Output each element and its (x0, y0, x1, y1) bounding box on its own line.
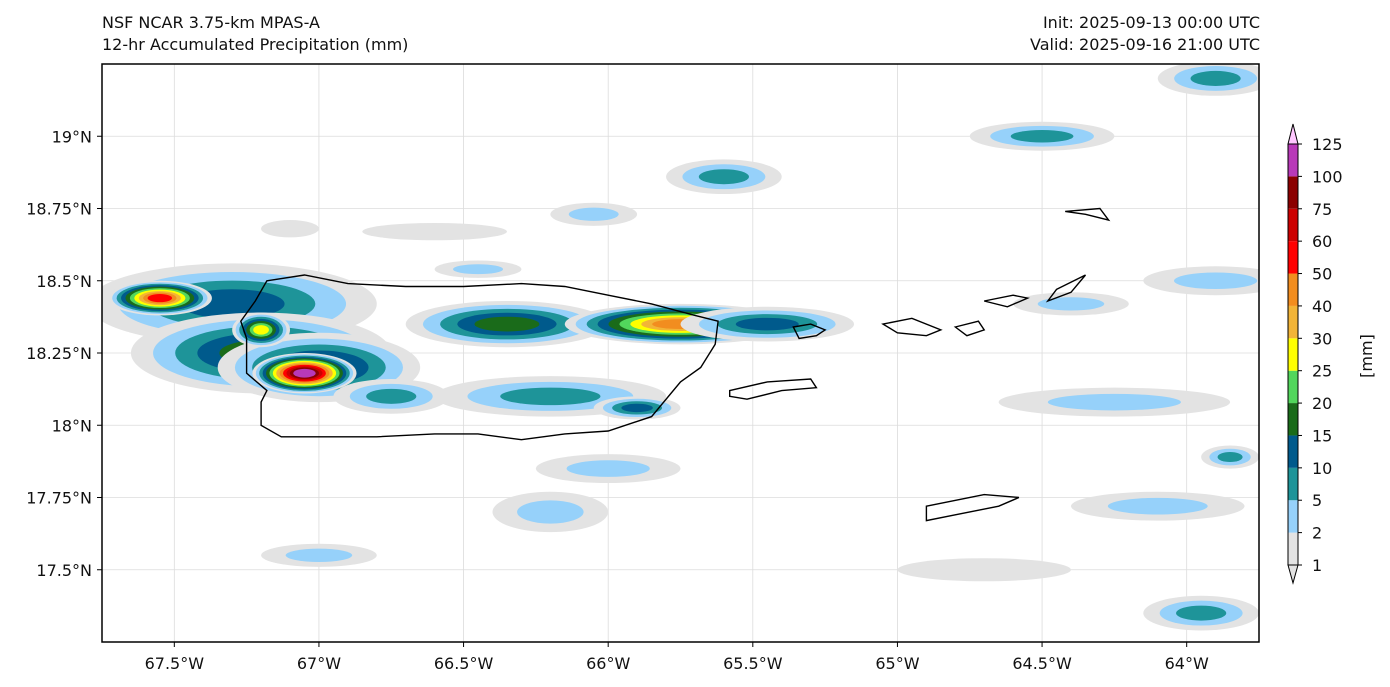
coastline-st-thomas (881, 317, 943, 337)
colorbar-level-label: 40 (1312, 297, 1332, 316)
precip-contour (474, 316, 540, 332)
lat-tick-label: 18°N (52, 416, 92, 435)
precip-contour (621, 403, 653, 413)
colorbar-segment (1288, 532, 1298, 565)
valid-time: Valid: 2025-09-16 21:00 UTC (1029, 35, 1260, 54)
precip-contour (500, 387, 601, 406)
lat-tick-label: 18.25°N (26, 344, 92, 363)
lon-tick-label: 66.5°W (434, 654, 494, 673)
lon-tick-label: 65.5°W (723, 654, 783, 673)
precip-contour (1217, 452, 1243, 463)
precip-contour (698, 169, 749, 185)
coastline-tortola (984, 294, 1030, 308)
colorbar-level-label: 10 (1312, 459, 1332, 478)
coastline-st-croix (925, 493, 1020, 522)
precip-contour (1037, 297, 1105, 311)
colorbar-segment (1288, 467, 1298, 501)
longitude-axis: 67.5°W 67°W 66.5°W 66°W 65.5°W 65°W 64.5°W 64°W (145, 642, 1209, 673)
latitude-axis: 19°N 18.75°N 18.5°N 18.25°N 18°N 17.75°N 17.5°… (26, 127, 102, 580)
coastline-vieques (729, 378, 818, 400)
lon-tick-label: 64°W (1165, 654, 1209, 673)
colorbar-segment (1288, 338, 1298, 371)
colorbar-segment (1288, 273, 1298, 306)
lat-tick-label: 18.75°N (26, 200, 92, 219)
colorbar-segment (1288, 370, 1298, 404)
coastline-anegada (1065, 207, 1111, 222)
lon-tick-label: 66°W (586, 654, 630, 673)
precip-contour (1174, 272, 1258, 290)
colorbar-level-label: 1 (1312, 556, 1322, 575)
colorbar-segment (1288, 500, 1298, 533)
colorbar-level-label: 2 (1312, 524, 1322, 543)
colorbar-level-label: 50 (1312, 265, 1332, 284)
precip-contour (1190, 70, 1241, 86)
lon-tick-label: 67°W (297, 654, 341, 673)
coastline-culebra (792, 323, 827, 340)
lat-tick-label: 18.5°N (36, 272, 92, 291)
colorbar-level-label: 5 (1312, 491, 1322, 510)
colorbar-segment (1288, 208, 1298, 242)
coastlines (240, 207, 1111, 522)
precip-contour (285, 548, 353, 562)
map-header-left: NSF NCAR 3.75-km MPAS-A 12-hr Accumulate… (102, 12, 408, 56)
colorbar-level-label: 25 (1312, 362, 1332, 381)
lat-tick-label: 19°N (52, 127, 92, 146)
colorbar-segment (1288, 403, 1298, 436)
init-time: Init: 2025-09-13 00:00 UTC (1042, 13, 1260, 32)
precip-contour (897, 558, 1071, 582)
colorbar-segment (1288, 144, 1298, 177)
coastline-st-john (953, 320, 986, 337)
colorbar-level-label: 20 (1312, 394, 1332, 413)
colorbar-level-label: 15 (1312, 426, 1332, 445)
colorbar-frame (1287, 143, 1299, 566)
precipitation-field (102, 64, 1259, 631)
colorbar-level-label: 125 (1312, 135, 1343, 154)
precip-contour (1107, 497, 1208, 515)
colorbar-level-label: 60 (1312, 232, 1332, 251)
colorbar-upper-extension (1287, 123, 1299, 145)
map-header-right: Init: 2025-09-13 00:00 UTC Valid: 2025-0… (1030, 12, 1260, 56)
lon-tick-label: 64.5°W (1012, 654, 1072, 673)
colorbar-level-label: 30 (1312, 329, 1332, 348)
coastline-virgin-gorda (1045, 274, 1087, 303)
precip-contour (566, 460, 650, 477)
precip-contour (147, 294, 173, 303)
colorbar-lower-extension (1287, 564, 1299, 585)
precip-contour (366, 388, 417, 404)
lon-tick-label: 67.5°W (145, 654, 205, 673)
precip-contour (1047, 393, 1181, 411)
lat-tick-label: 17.5°N (36, 561, 92, 580)
field-title: 12-hr Accumulated Precipitation (mm) (102, 35, 409, 54)
coastline-puerto-rico (240, 274, 719, 441)
colorbar-segment (1288, 176, 1298, 209)
precip-contour (1010, 129, 1074, 143)
precip-contour (1176, 605, 1227, 621)
precip-contour (362, 222, 507, 241)
colorbar-segment (1288, 435, 1298, 468)
precip-contour (293, 368, 316, 378)
precip-contour (568, 207, 619, 221)
colorbar-segment (1288, 305, 1298, 339)
precip-contour (261, 220, 319, 238)
colorbar-level-label: 100 (1312, 167, 1343, 186)
lon-tick-label: 65°W (875, 654, 919, 673)
lat-tick-label: 17.75°N (26, 489, 92, 508)
colorbar-level-label: 75 (1312, 200, 1332, 219)
precip-contour (453, 264, 503, 275)
precip-contour (253, 325, 269, 335)
colorbar-unit-label: [mm] (1357, 334, 1376, 378)
model-title: NSF NCAR 3.75-km MPAS-A (102, 13, 320, 32)
precip-contour (517, 500, 584, 524)
precip-contour (735, 317, 799, 331)
colorbar-segment (1288, 241, 1298, 274)
